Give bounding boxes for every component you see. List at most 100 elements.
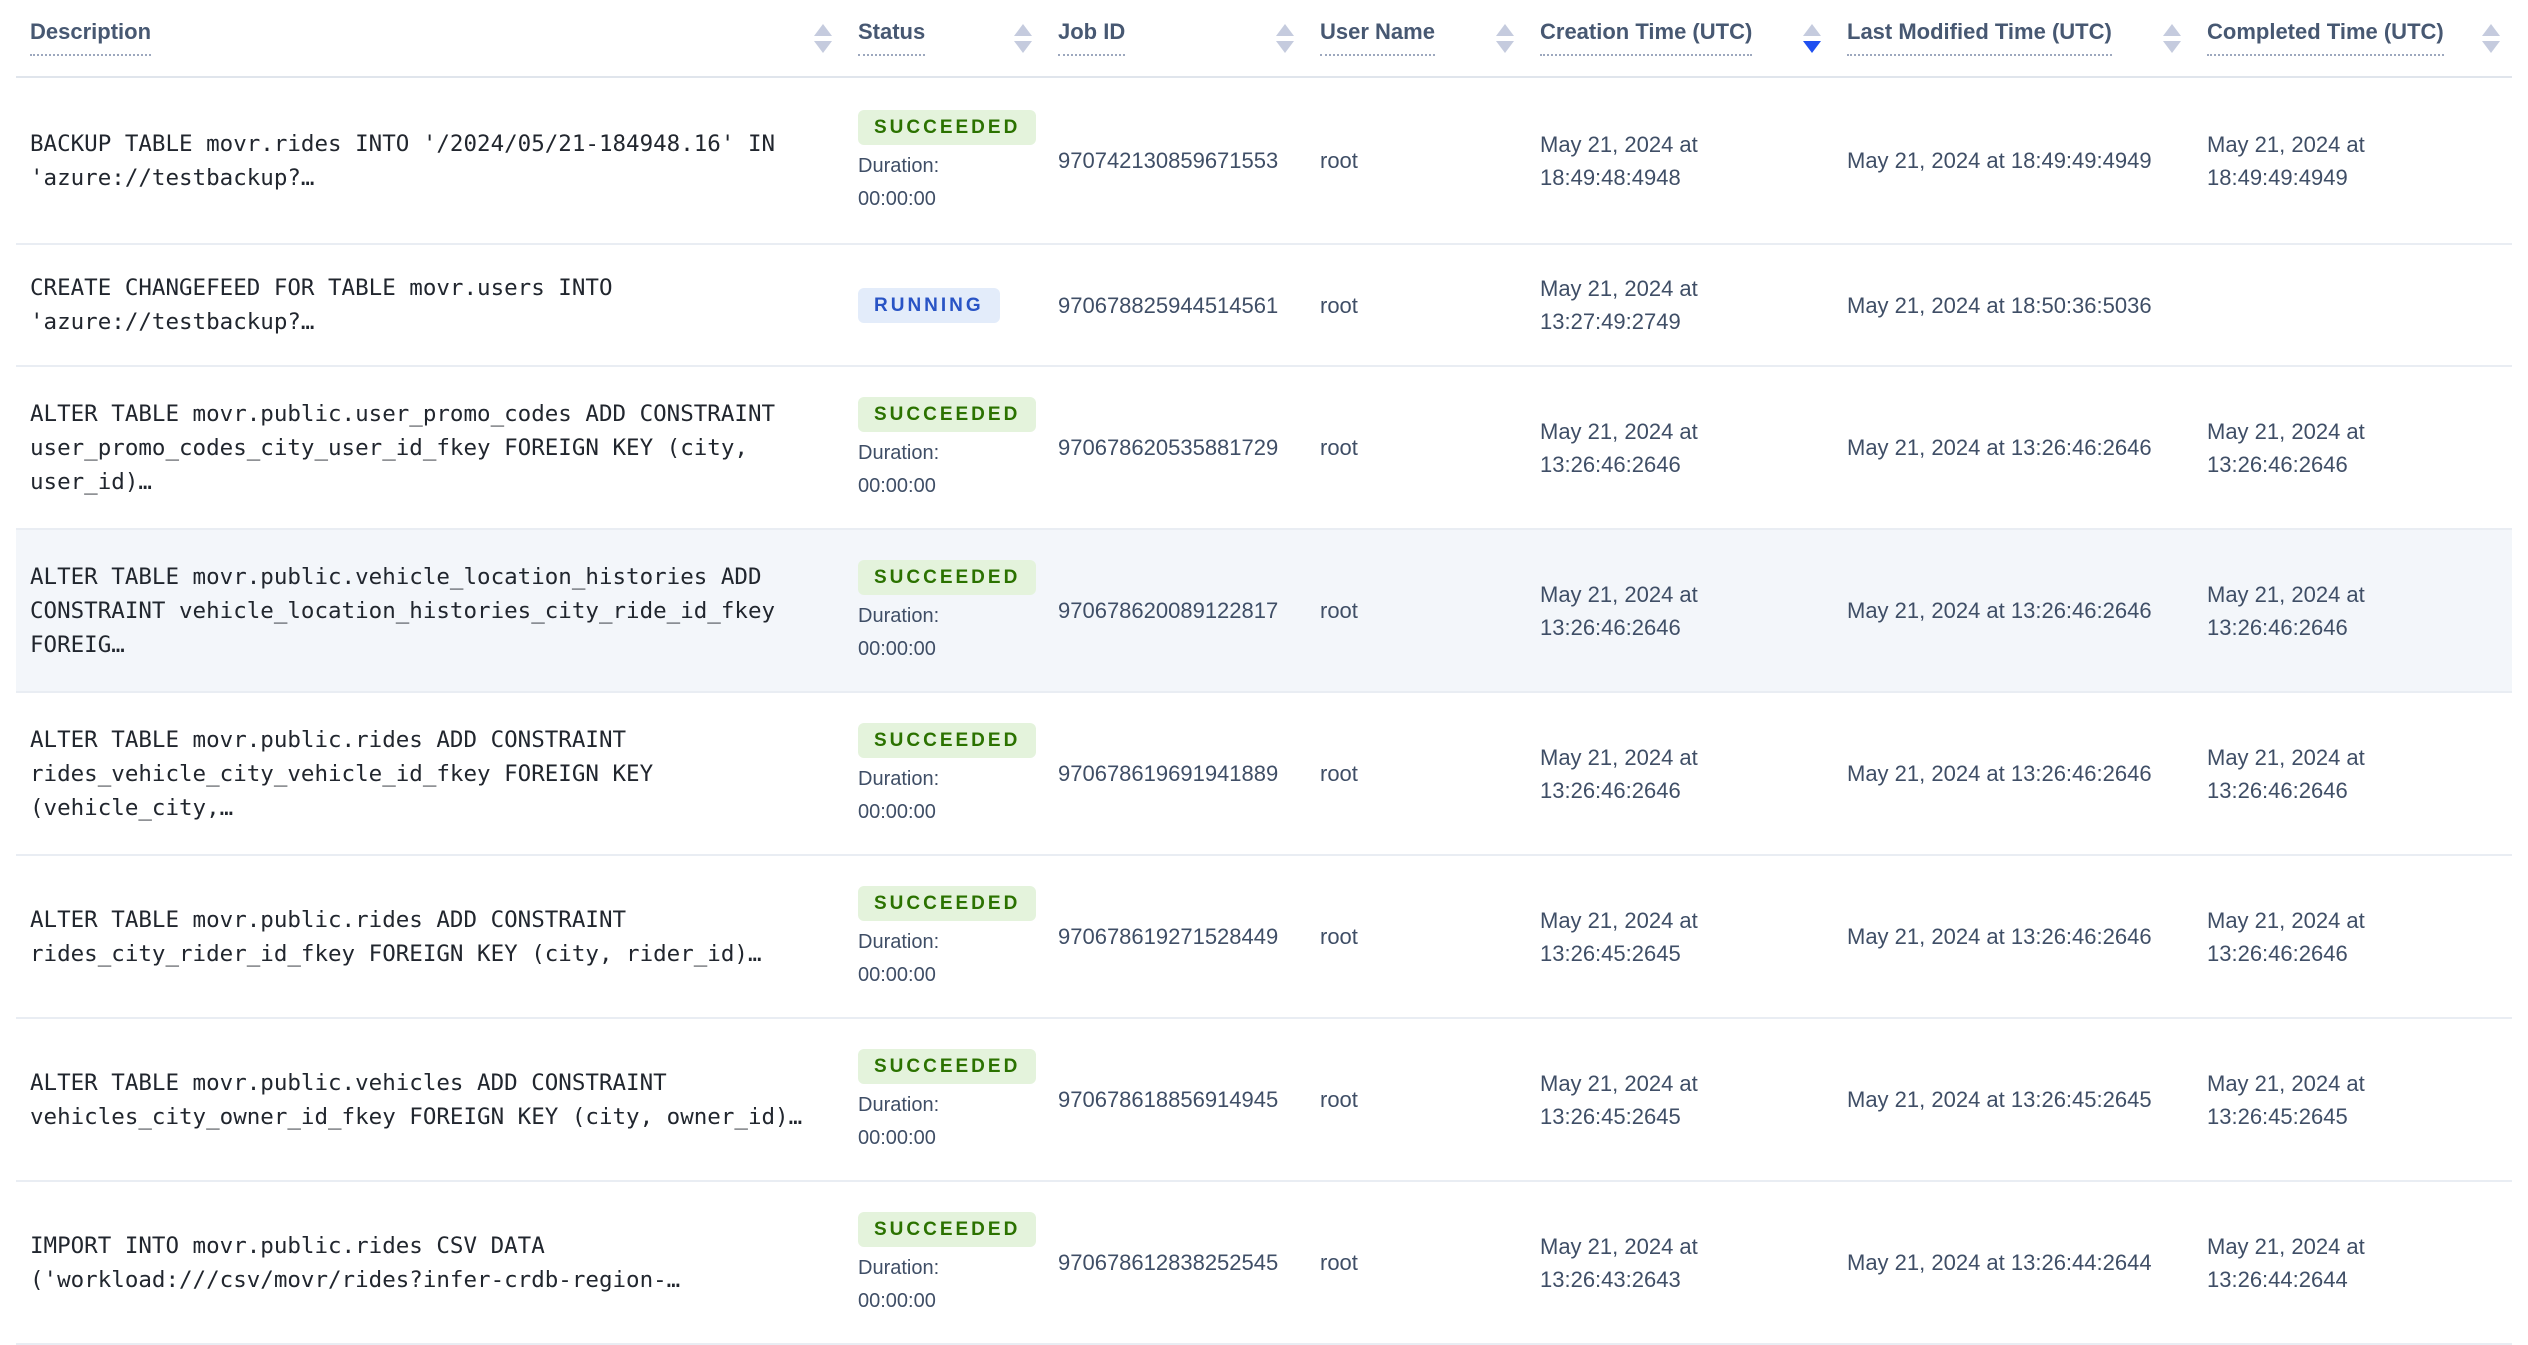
column-header-job-id[interactable]: Job ID <box>1044 0 1306 76</box>
job-id-cell: 970678619271528449 <box>1044 856 1306 1017</box>
sort-arrows-icon[interactable] <box>1276 23 1294 53</box>
last-modified-time-cell: May 21, 2024 at 13:26:46:2646 <box>1833 693 2193 854</box>
sort-arrows-icon[interactable] <box>1014 23 1032 53</box>
job-description: IMPORT INTO movr.public.rides CSV DATA (… <box>30 1232 681 1293</box>
last-modified-time-cell: May 21, 2024 at 13:26:44:2644 <box>1833 1182 2193 1343</box>
status-cell: SUCCEEDED Duration: 00:00:00 <box>844 367 1044 528</box>
sort-up-icon <box>1496 23 1514 36</box>
column-header-last-modified-time[interactable]: Last Modified Time (UTC) <box>1833 0 2193 76</box>
status-cell: SUCCEEDED Duration: 00:00:00 <box>844 856 1044 1017</box>
job-description: ALTER TABLE movr.public.user_promo_codes… <box>30 400 776 495</box>
job-id-cell: 970678825944514561 <box>1044 245 1306 365</box>
column-header-completed-time[interactable]: Completed Time (UTC) <box>2193 0 2512 76</box>
job-description: ALTER TABLE movr.public.rides ADD CONSTR… <box>30 906 762 967</box>
table-row[interactable]: ALTER TABLE movr.public.rides ADD CONSTR… <box>16 856 2512 1019</box>
description-cell: CREATE CHANGEFEED FOR TABLE movr.users I… <box>16 245 844 365</box>
user-name-cell: root <box>1306 530 1526 691</box>
description-cell: ALTER TABLE movr.public.rides ADD CONSTR… <box>16 856 844 1017</box>
creation-time: May 21, 2024 at 13:26:43:2643 <box>1540 1233 1698 1292</box>
last-modified-time-cell: May 21, 2024 at 18:50:36:5036 <box>1833 245 2193 365</box>
table-header-row: Description Status Job ID User Name Crea… <box>16 0 2512 78</box>
description-cell: ALTER TABLE movr.public.vehicle_location… <box>16 530 844 691</box>
duration-label: Duration: <box>858 768 940 790</box>
completed-time: May 21, 2024 at 13:26:45:2645 <box>2207 1070 2365 1129</box>
sort-up-icon <box>2482 23 2500 36</box>
column-header-label: Last Modified Time (UTC) <box>1847 20 2112 56</box>
creation-time-cell: May 21, 2024 at 13:26:43:2643 <box>1526 1182 1833 1343</box>
completed-time-cell: May 21, 2024 at 13:26:46:2646 <box>2193 367 2512 528</box>
sort-arrows-icon[interactable] <box>1803 23 1821 53</box>
user-name: root <box>1320 1087 1358 1112</box>
status-stack: SUCCEEDED Duration: 00:00:00 <box>858 397 1037 498</box>
completed-time: May 21, 2024 at 13:26:46:2646 <box>2207 907 2365 966</box>
duration-value: 00:00:00 <box>858 801 936 823</box>
status-badge: SUCCEEDED <box>858 723 1037 758</box>
duration-value: 00:00:00 <box>858 1290 936 1312</box>
completed-time-cell: May 21, 2024 at 13:26:46:2646 <box>2193 693 2512 854</box>
job-id: 970678612838252545 <box>1058 1250 1279 1275</box>
user-name-cell: root <box>1306 78 1526 243</box>
table-row[interactable]: ALTER TABLE movr.public.user_promo_codes… <box>16 367 2512 530</box>
last-modified-time: May 21, 2024 at 13:26:45:2645 <box>1847 1087 2152 1112</box>
column-header-label: Creation Time (UTC) <box>1540 20 1753 56</box>
completed-time-cell: May 21, 2024 at 18:49:49:4949 <box>2193 78 2512 243</box>
creation-time: May 21, 2024 at 13:26:45:2645 <box>1540 907 1698 966</box>
last-modified-time-cell: May 21, 2024 at 13:26:46:2646 <box>1833 530 2193 691</box>
status-stack: RUNNING <box>858 287 1000 323</box>
sort-arrows-icon[interactable] <box>1496 23 1514 53</box>
user-name: root <box>1320 761 1358 786</box>
column-header-status[interactable]: Status <box>844 0 1044 76</box>
duration-label: Duration: <box>858 1257 940 1279</box>
column-header-description[interactable]: Description <box>16 0 844 76</box>
completed-time-cell: May 21, 2024 at 13:26:44:2644 <box>2193 1182 2512 1343</box>
sort-arrows-icon[interactable] <box>2482 23 2500 53</box>
completed-time-cell: May 21, 2024 at 13:26:46:2646 <box>2193 856 2512 1017</box>
table-row[interactable]: IMPORT INTO movr.public.rides CSV DATA (… <box>16 1182 2512 1345</box>
sort-up-icon <box>2163 23 2181 36</box>
sort-down-icon <box>1014 40 1032 53</box>
table-row[interactable]: CREATE CHANGEFEED FOR TABLE movr.users I… <box>16 245 2512 367</box>
last-modified-time: May 21, 2024 at 13:26:44:2644 <box>1847 1250 2152 1275</box>
status-stack: SUCCEEDED Duration: 00:00:00 <box>858 1212 1037 1313</box>
sort-arrows-icon[interactable] <box>2163 23 2181 53</box>
user-name-cell: root <box>1306 245 1526 365</box>
user-name-cell: root <box>1306 1182 1526 1343</box>
column-header-user-name[interactable]: User Name <box>1306 0 1526 76</box>
sort-up-icon <box>1276 23 1294 36</box>
status-badge: SUCCEEDED <box>858 1049 1037 1084</box>
table-row[interactable]: ALTER TABLE movr.public.rides ADD CONSTR… <box>16 693 2512 856</box>
column-header-label: Status <box>858 20 926 56</box>
status-stack: SUCCEEDED Duration: 00:00:00 <box>858 886 1037 987</box>
column-header-creation-time[interactable]: Creation Time (UTC) <box>1526 0 1833 76</box>
last-modified-time: May 21, 2024 at 18:49:49:4949 <box>1847 148 2152 173</box>
job-id: 970678620089122817 <box>1058 598 1279 623</box>
completed-time-cell: May 21, 2024 at 13:26:46:2646 <box>2193 530 2512 691</box>
status-cell: SUCCEEDED Duration: 00:00:00 <box>844 1019 1044 1180</box>
job-id-cell: 970678620535881729 <box>1044 367 1306 528</box>
user-name: root <box>1320 148 1358 173</box>
table-row[interactable]: BACKUP TABLE movr.rides INTO '/2024/05/2… <box>16 78 2512 245</box>
table-row[interactable]: ALTER TABLE movr.public.vehicle_location… <box>16 530 2512 693</box>
creation-time-cell: May 21, 2024 at 13:26:45:2645 <box>1526 1019 1833 1180</box>
user-name-cell: root <box>1306 856 1526 1017</box>
creation-time: May 21, 2024 at 13:26:46:2646 <box>1540 744 1698 803</box>
status-cell: RUNNING <box>844 245 1044 365</box>
last-modified-time-cell: May 21, 2024 at 18:49:49:4949 <box>1833 78 2193 243</box>
duration-label: Duration: <box>858 605 940 627</box>
column-header-label: Job ID <box>1058 20 1126 56</box>
sort-arrows-icon[interactable] <box>814 23 832 53</box>
table-row[interactable]: ALTER TABLE movr.public.vehicles ADD CON… <box>16 1019 2512 1182</box>
duration-label: Duration: <box>858 931 940 953</box>
status-stack: SUCCEEDED Duration: 00:00:00 <box>858 110 1037 211</box>
description-cell: ALTER TABLE movr.public.rides ADD CONSTR… <box>16 693 844 854</box>
last-modified-time: May 21, 2024 at 13:26:46:2646 <box>1847 761 2152 786</box>
user-name: root <box>1320 1250 1358 1275</box>
creation-time-cell: May 21, 2024 at 13:26:45:2645 <box>1526 856 1833 1017</box>
sort-up-icon <box>1014 23 1032 36</box>
status-cell: SUCCEEDED Duration: 00:00:00 <box>844 530 1044 691</box>
job-id-cell: 970678620089122817 <box>1044 530 1306 691</box>
job-id-cell: 970742130859671553 <box>1044 78 1306 243</box>
column-header-label: Description <box>30 20 152 56</box>
job-description: ALTER TABLE movr.public.vehicles ADD CON… <box>30 1069 803 1130</box>
user-name: root <box>1320 924 1358 949</box>
